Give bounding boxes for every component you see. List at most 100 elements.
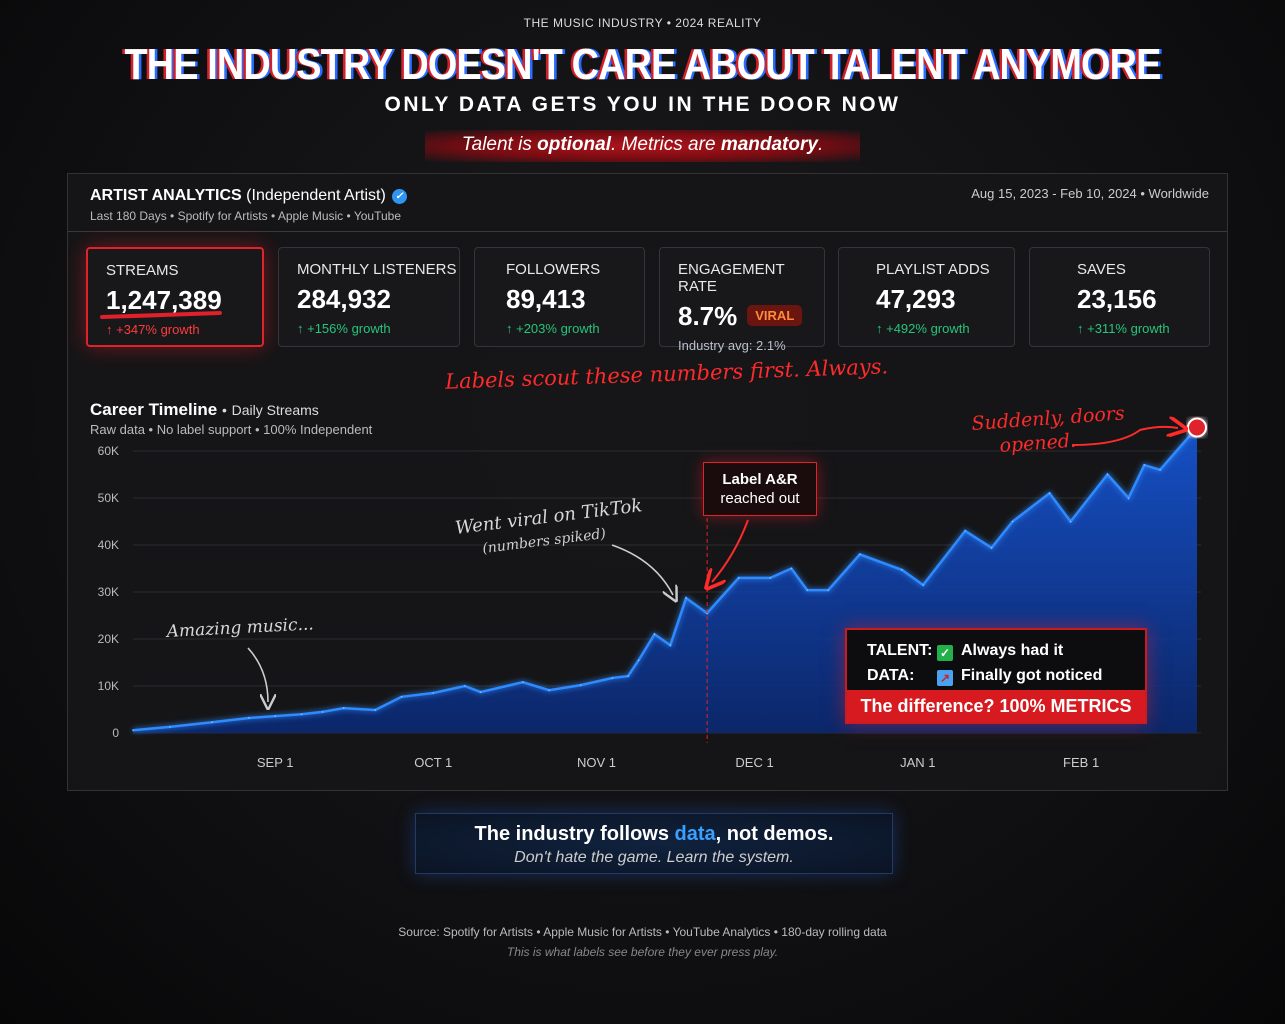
metric-value: 284,932 xyxy=(297,284,391,314)
data-point xyxy=(479,691,482,693)
y-tick-label: 60K xyxy=(98,444,119,458)
metric-change: ↑ +311% growth xyxy=(1077,321,1170,336)
x-tick-label: JAN 1 xyxy=(900,755,935,770)
data-point xyxy=(922,584,924,586)
chart-subtitle: Raw data • No label support • 100% Indep… xyxy=(90,422,373,437)
label-ar-callout: Label A&R reached out xyxy=(703,462,817,516)
footer-main-text: , not demos. xyxy=(715,823,834,845)
metric-value: 89,413 xyxy=(506,284,586,314)
arrow-icon xyxy=(1071,427,1178,446)
metric-label: SAVES xyxy=(1077,261,1126,278)
tagline-text: Talent is xyxy=(461,134,538,155)
tagline-text: . xyxy=(817,134,824,155)
metric-value: 23,156 xyxy=(1077,284,1157,314)
x-tick-label: DEC 1 xyxy=(735,755,773,770)
talent-key: TALENT: xyxy=(867,642,933,659)
page-title: THE INDUSTRY DOESN'T CARE ABOUT TALENT A… xyxy=(124,40,1161,89)
data-point xyxy=(859,553,861,556)
callout-subtext: reached out xyxy=(720,490,800,507)
data-point xyxy=(521,681,524,684)
metric-label: FOLLOWERS xyxy=(506,261,601,278)
chart-increasing-icon: ↗ xyxy=(937,670,953,686)
data-point xyxy=(321,711,324,713)
y-tick-label: 30K xyxy=(98,585,119,599)
check-box-icon: ✓ xyxy=(937,645,953,661)
viral-badge: VIRAL xyxy=(747,305,803,326)
page-subtitle: ONLY DATA GETS YOU IN THE DOOR NOW xyxy=(384,93,901,116)
verified-check-icon: ✓ xyxy=(391,189,407,204)
tagline-text: . Metrics are xyxy=(611,134,721,155)
data-point xyxy=(1127,497,1130,499)
metric-label: ENGAGEMENT RATE xyxy=(678,261,785,295)
chart-title-suffix: Daily Streams xyxy=(231,402,319,418)
data-point xyxy=(990,547,993,549)
tagline-bold-optional: optional xyxy=(537,134,611,155)
chart-title: Career Timeline • Daily Streams xyxy=(90,400,319,419)
source-note: Source: Spotify for Artists • Apple Musi… xyxy=(398,925,887,939)
peak-marker xyxy=(1187,417,1207,438)
data-point xyxy=(1106,473,1109,476)
date-range: Aug 15, 2023 - Feb 10, 2024 • Worldwide xyxy=(971,186,1209,201)
data-point xyxy=(627,675,629,677)
talent-data-legend-box: TALENT: ✓ Always had it DATA: ↗ Finally got … xyxy=(845,628,1147,724)
data-value: Finally got noticed xyxy=(961,667,1103,684)
data-point xyxy=(1011,520,1014,523)
metric-change: ↑ +156% growth xyxy=(297,321,391,336)
footer-main-text: The industry follows xyxy=(474,823,675,845)
data-point xyxy=(827,589,830,591)
data-point xyxy=(400,696,403,698)
metric-value: 1,247,389 xyxy=(106,285,222,315)
annotation-amazing-music: Amazing music... xyxy=(164,614,314,642)
metric-change: ↑ +203% growth xyxy=(506,321,600,336)
metric-label: STREAMS xyxy=(106,262,179,279)
panel-title-text: ARTIST ANALYTICS xyxy=(90,187,242,204)
footnote: This is what labels see before they ever… xyxy=(506,945,779,959)
data-point xyxy=(300,713,303,715)
metric-change: ↑ +492% growth xyxy=(876,321,970,336)
data-point xyxy=(737,577,740,579)
data-point xyxy=(464,685,466,687)
arrow-icon xyxy=(712,519,749,582)
data-point xyxy=(769,577,772,579)
data-point xyxy=(685,597,687,599)
data-point xyxy=(169,726,171,728)
metric-card-monthly-listeners: MONTHLY LISTENERS 284,932 ↑ +156% growth xyxy=(278,247,460,347)
footer-callout: The industry follows data, not demos. Do… xyxy=(415,813,893,874)
callout-title: Label A&R xyxy=(722,471,798,488)
metric-value: 47,293 xyxy=(876,284,956,314)
panel-subtitle: Last 180 Days • Spotify for Artists • Ap… xyxy=(90,209,401,223)
tagline-bold-mandatory: mandatory xyxy=(720,134,818,155)
data-key: DATA: xyxy=(867,667,915,684)
data-point xyxy=(1069,520,1072,523)
data-point xyxy=(964,530,967,532)
data-point xyxy=(1048,492,1051,495)
data-point xyxy=(806,589,809,591)
x-tick-label: OCT 1 xyxy=(414,755,452,770)
data-point xyxy=(611,677,614,679)
arrow-icon xyxy=(611,544,673,595)
y-tick-label: 20K xyxy=(98,632,119,646)
data-point xyxy=(211,721,213,723)
x-tick-label: SEP 1 xyxy=(257,755,294,770)
annotation-doors-sub: opened. xyxy=(999,430,1077,457)
metric-card-playlist-adds: PLAYLIST ADDS 47,293 ↑ +492% growth xyxy=(838,247,1015,347)
legend-footer: The difference? 100% METRICS xyxy=(847,690,1145,722)
footer-highlight: data xyxy=(674,823,716,845)
talent-value: Always had it xyxy=(961,642,1064,659)
kicker: THE MUSIC INDUSTRY • 2024 REALITY xyxy=(523,16,762,30)
tagline: Talent is optional. Metrics are mandator… xyxy=(425,130,860,162)
data-point xyxy=(132,729,134,731)
metric-value: 8.7% xyxy=(678,301,738,331)
footer-subtext: Don't hate the game. Learn the system. xyxy=(514,849,794,866)
y-tick-label: 10K xyxy=(98,679,119,693)
panel-title: ARTIST ANALYTICS (Independent Artist) ✓ xyxy=(90,187,407,205)
metric-card-engagement-rate: ENGAGEMENT RATE 8.7% VIRAL Industry avg: … xyxy=(659,247,825,353)
panel-title-suffix: (Independent Artist) xyxy=(246,187,386,204)
x-tick-label: FEB 1 xyxy=(1063,755,1099,770)
y-tick-label: 50K xyxy=(98,491,119,505)
y-tick-label: 40K xyxy=(98,538,119,552)
data-point xyxy=(653,633,656,636)
metric-card-followers: FOLLOWERS 89,413 ↑ +203% growth xyxy=(474,247,645,347)
metric-change: ↑ +347% growth xyxy=(106,322,200,337)
data-point xyxy=(1159,469,1161,471)
